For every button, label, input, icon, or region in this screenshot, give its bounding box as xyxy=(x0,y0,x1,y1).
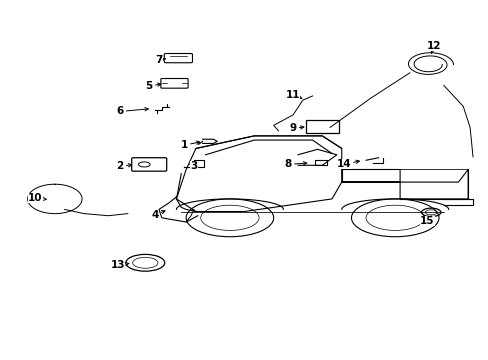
Text: 7: 7 xyxy=(155,55,165,65)
Text: 9: 9 xyxy=(289,123,303,133)
Text: 6: 6 xyxy=(116,107,148,117)
Text: 1: 1 xyxy=(180,140,200,150)
Text: 12: 12 xyxy=(426,41,441,53)
Text: 11: 11 xyxy=(285,90,301,100)
Text: 8: 8 xyxy=(284,159,306,170)
Text: 13: 13 xyxy=(111,260,129,270)
Text: 10: 10 xyxy=(28,193,46,203)
Text: 5: 5 xyxy=(145,81,161,91)
Text: 3: 3 xyxy=(189,161,197,171)
Text: 14: 14 xyxy=(336,159,359,170)
Text: 4: 4 xyxy=(151,210,165,220)
Text: 15: 15 xyxy=(419,216,434,226)
Text: 2: 2 xyxy=(116,161,131,171)
